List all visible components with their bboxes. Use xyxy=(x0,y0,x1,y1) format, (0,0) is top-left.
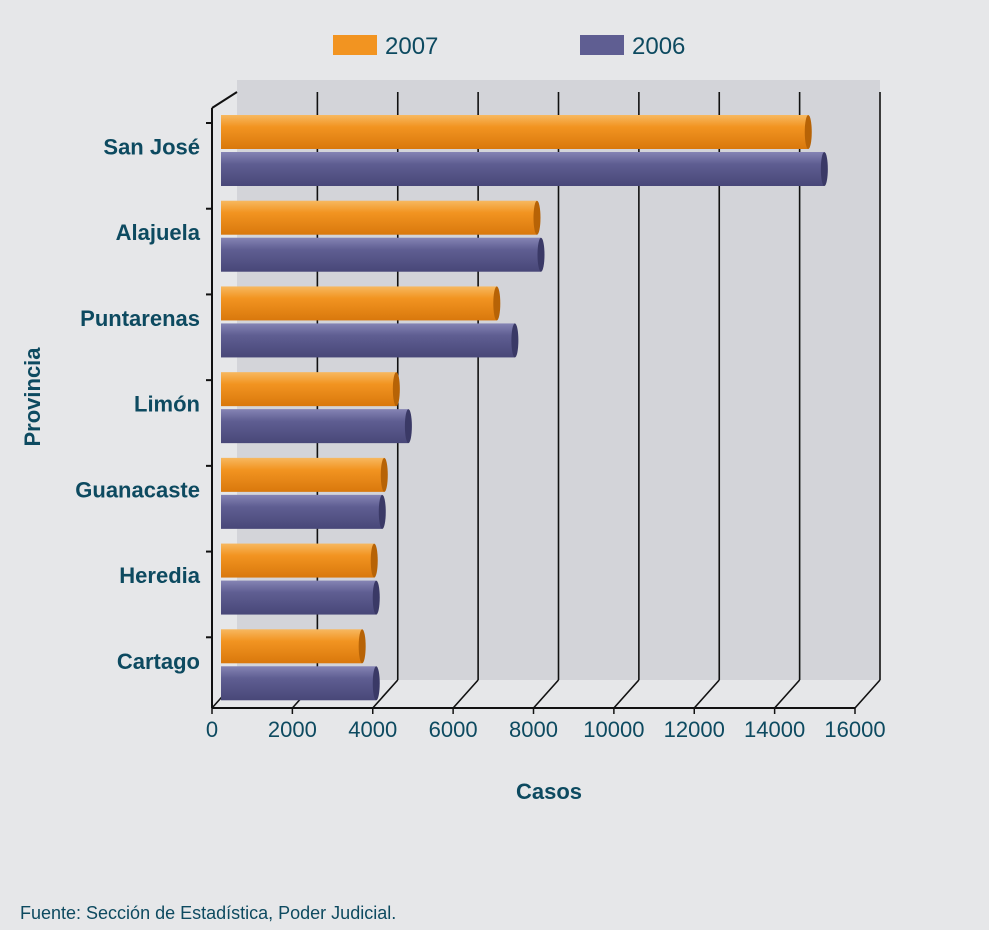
category-label-puntarenas: Puntarenas xyxy=(80,306,200,331)
x-tick-label: 6000 xyxy=(429,717,478,742)
floor-gridline xyxy=(534,680,559,708)
legend-label-2007: 2007 xyxy=(385,33,438,60)
category-labels: San José Alajuela Puntarenas Limón Guanacast… xyxy=(75,135,200,674)
bar-cap-san-jose-2007 xyxy=(805,115,812,149)
category-label-alajuela: Alajuela xyxy=(116,220,201,245)
legend-swatch-2006 xyxy=(580,35,624,55)
bar-alajuela-2006 xyxy=(221,238,541,272)
x-tick-label: 2000 xyxy=(268,717,317,742)
x-axis-title: Casos xyxy=(516,779,582,804)
bar-cap-limon-2007 xyxy=(393,372,400,406)
bar-cap-san-jose-2006 xyxy=(821,152,828,186)
floor-gridline xyxy=(694,680,719,708)
bar-cap-guanacaste-2006 xyxy=(379,495,386,529)
y-axis-depth xyxy=(212,92,237,108)
legend-swatch-2007 xyxy=(333,35,377,55)
bar-puntarenas-2006 xyxy=(221,323,515,357)
floor-gridline xyxy=(775,680,800,708)
category-label-san-jose: San José xyxy=(103,135,200,160)
bar-guanacaste-2006 xyxy=(221,495,382,529)
x-tick-label: 12000 xyxy=(664,717,725,742)
bar-san-jose-2007 xyxy=(221,115,808,149)
legend-label-2006: 2006 xyxy=(632,33,685,60)
bar-cap-heredia-2007 xyxy=(371,544,378,578)
bar-cap-cartago-2006 xyxy=(373,666,380,700)
x-tick-label: 10000 xyxy=(583,717,644,742)
floor-gridline xyxy=(453,680,478,708)
bar-puntarenas-2007 xyxy=(221,286,497,320)
source-note: Fuente: Sección de Estadística, Poder Ju… xyxy=(20,903,396,924)
x-tick-label: 4000 xyxy=(348,717,397,742)
category-label-heredia: Heredia xyxy=(119,563,200,588)
y-axis-title: Provincia xyxy=(20,347,45,447)
category-label-guanacaste: Guanacaste xyxy=(75,477,200,502)
bar-cartago-2006 xyxy=(221,666,376,700)
bar-cap-limon-2006 xyxy=(405,409,412,443)
bar-cartago-2007 xyxy=(221,629,362,663)
bar-cap-puntarenas-2006 xyxy=(511,323,518,357)
bar-cap-guanacaste-2007 xyxy=(381,458,388,492)
bar-alajuela-2007 xyxy=(221,201,537,235)
bar-cap-cartago-2007 xyxy=(359,629,366,663)
bar-san-jose-2006 xyxy=(221,152,824,186)
legend: 2007 2006 xyxy=(333,33,685,60)
category-label-limon: Limón xyxy=(134,392,200,417)
bar-cap-puntarenas-2007 xyxy=(493,286,500,320)
bar-limon-2007 xyxy=(221,372,396,406)
x-tick-label: 0 xyxy=(206,717,218,742)
bar-cap-alajuela-2007 xyxy=(533,201,540,235)
floor-gridline xyxy=(614,680,639,708)
bar-limon-2006 xyxy=(221,409,408,443)
x-tick-label: 16000 xyxy=(824,717,885,742)
x-tick-labels: 0 2000 4000 6000 8000 10000 12000 14000 16000 xyxy=(206,717,886,742)
floor-gridline xyxy=(855,680,880,708)
category-label-cartago: Cartago xyxy=(117,649,200,674)
bar-guanacaste-2007 xyxy=(221,458,384,492)
x-tick-label: 8000 xyxy=(509,717,558,742)
bar-heredia-2007 xyxy=(221,544,374,578)
bar-heredia-2006 xyxy=(221,581,376,615)
x-tick-label: 14000 xyxy=(744,717,805,742)
bar-cap-heredia-2006 xyxy=(373,581,380,615)
bar-cap-alajuela-2006 xyxy=(538,238,545,272)
